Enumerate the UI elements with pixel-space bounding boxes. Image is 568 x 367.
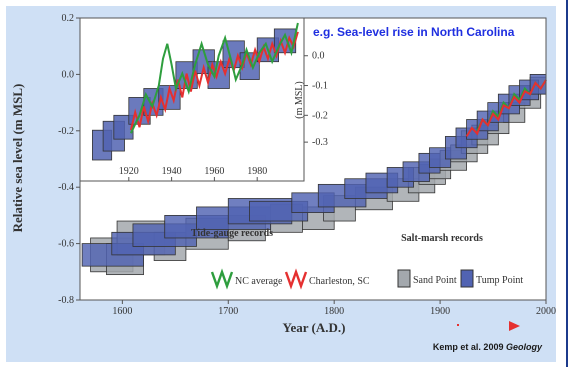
y-tick-label: -0.8 [58, 295, 74, 306]
legend-tide-title: Tide-gauge records [191, 228, 273, 239]
legend: Tide-gauge records Salt-marsh records NC… [191, 228, 523, 290]
citation-journal: Geology [505, 342, 542, 352]
red-dot-marker [457, 324, 459, 326]
inset-right-tick-label: -0.1 [312, 81, 328, 92]
inset-x-tick-label: 1960 [204, 166, 224, 177]
charleston-line [465, 79, 547, 137]
citation-authors: Kemp et al. 2009 [432, 342, 504, 352]
x-tick-label: 1700 [218, 306, 238, 317]
legend-nc-label: NC average [235, 276, 283, 287]
legend-tump-swatch [460, 269, 474, 288]
axes: 1600 1700 1800 1900 2000 -0.8 -0.6 -0.4 -0.2 0.0 0… [58, 13, 556, 317]
x-tick-label: 1800 [324, 306, 344, 317]
y-axis-label: Relative sea level (m MSL) [10, 84, 25, 233]
red-arrow-marker [509, 321, 520, 331]
legend-sand-swatch [397, 269, 411, 288]
main-frame [79, 17, 547, 301]
x-tick-label: 2000 [536, 306, 556, 317]
y-tick-label: -0.2 [58, 126, 74, 137]
legend-sand-label: Sand Point [413, 275, 457, 286]
y-tick-label: 0.2 [62, 13, 75, 24]
inset-right-tick-label: -0.3 [312, 137, 328, 148]
legend-sc-label: Charleston, SC [309, 276, 370, 287]
inset-nc-average-line [129, 22, 299, 134]
slide-heading: e.g. Sea-level rise in North Carolina [313, 25, 515, 39]
y-tick-label: -0.4 [58, 182, 74, 193]
y-tick-label: 0.0 [62, 69, 75, 80]
sea-level-chart: 1600 1700 1800 1900 2000 -0.8 -0.6 -0.4 -0.2 0.0 0… [10, 13, 556, 335]
y-tick-label: -0.6 [58, 239, 74, 250]
inset-x-tick-label: 1980 [247, 166, 267, 177]
inset-x-tick-label: 1940 [162, 166, 182, 177]
figure-panel: 1600 1700 1800 1900 2000 -0.8 -0.6 -0.4 -0.2 0.0 0… [6, 6, 556, 362]
legend-tump-label: Tump Point [476, 275, 523, 286]
inset-right-tick-label: 0.0 [312, 51, 325, 62]
main-plot [81, 74, 547, 276]
inset-plot [92, 22, 299, 161]
inset-y-axis-label: (m MSL) [294, 81, 305, 119]
x-axis-label: Year (A.D.) [283, 320, 346, 335]
legend-nc-swatch [210, 268, 234, 290]
citation: Kemp et al. 2009 Geology [433, 342, 542, 352]
inset-charleston-line [129, 31, 299, 131]
legend-sc-swatch [284, 268, 308, 290]
x-tick-label: 1900 [430, 306, 450, 317]
inset-x-tick-label: 1920 [119, 166, 139, 177]
legend-salt-title: Salt-marsh records [401, 233, 483, 244]
inset-right-tick-label: -0.2 [312, 110, 328, 121]
x-tick-label: 1600 [112, 306, 132, 317]
